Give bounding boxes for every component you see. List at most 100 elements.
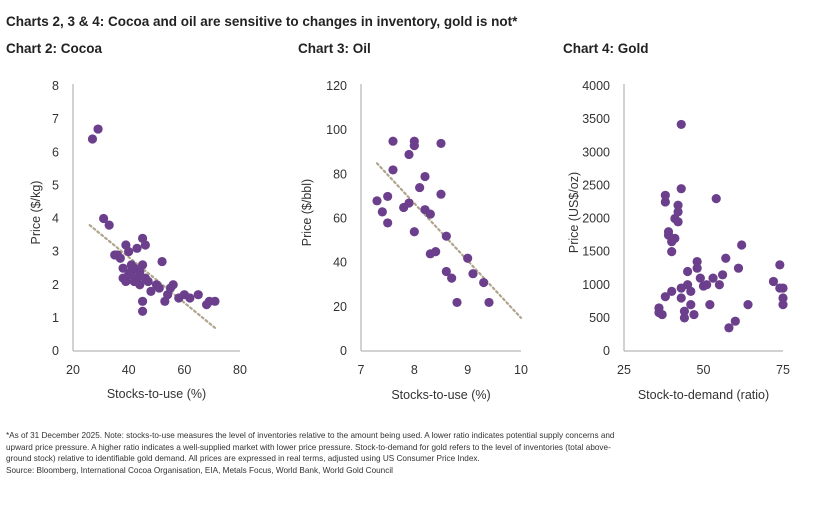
gold-data-point: [730, 316, 740, 326]
oil-data-point: [447, 273, 457, 283]
cocoa-data-point: [104, 220, 114, 230]
gold-y-tick-label: 0: [603, 344, 610, 358]
cocoa-data-point: [168, 280, 178, 290]
cocoa-data-point: [87, 134, 98, 144]
gold-data-point: [724, 323, 734, 333]
gold-data-point: [692, 256, 702, 267]
cocoa-data-point: [157, 256, 167, 267]
cocoa-data-point: [137, 260, 148, 270]
cocoa-x-tick-label: 20: [66, 363, 80, 377]
gold-y-tick-label: 1500: [582, 245, 610, 259]
oil-data-point: [415, 182, 425, 193]
gold-data-point: [692, 263, 702, 273]
cocoa-y-tick-label: 0: [52, 344, 59, 358]
gold-data-point: [667, 247, 677, 257]
chart-title-gold: Chart 4: Gold: [563, 41, 649, 56]
gold-data-point: [778, 293, 788, 303]
oil-data-point: [372, 196, 382, 206]
gold-data-point: [673, 200, 683, 210]
cocoa-y-tick-label: 8: [52, 79, 59, 93]
oil-data-point: [441, 231, 451, 241]
gold-x-tick-label: 75: [776, 363, 790, 377]
gold-data-point: [657, 309, 667, 320]
cocoa-data-point: [137, 296, 148, 306]
gold-data-point: [676, 184, 686, 194]
gold-data-point: [679, 306, 690, 316]
cocoa-trendline: [88, 224, 217, 329]
oil-data-point: [420, 171, 430, 182]
gold-data-point: [660, 190, 670, 200]
cocoa-y-tick-label: 3: [52, 245, 59, 259]
gold-data-point: [667, 286, 677, 296]
gold-data-point: [670, 233, 680, 243]
gold-data-point: [743, 300, 753, 310]
oil-data-point: [452, 297, 462, 308]
cocoa-data-point: [140, 240, 150, 250]
cocoa-data-point: [93, 124, 103, 134]
cocoa-x-axis-label: Stocks-to-use (%): [107, 387, 206, 401]
oil-x-tick-label: 10: [514, 363, 528, 377]
oil-data-point: [479, 277, 489, 288]
oil-x-tick-label: 8: [411, 363, 418, 377]
footnote: *As of 31 December 2025. Note: stocks-to…: [6, 430, 826, 476]
gold-data-point: [778, 283, 788, 293]
gold-data-point: [708, 273, 718, 283]
oil-y-axis-label: Price ($/bbl): [300, 179, 314, 246]
footnote-source: Source: Bloomberg, International Cocoa O…: [6, 465, 393, 475]
gold-data-point: [768, 276, 779, 287]
footnote-line: ground stock) relative to identifiable g…: [6, 454, 480, 463]
oil-data-point: [383, 218, 393, 228]
oil-data-point: [409, 227, 419, 237]
oil-data-point: [404, 149, 414, 160]
oil-y-tick-label: 60: [333, 212, 347, 226]
gold-y-tick-label: 2500: [582, 178, 610, 192]
cocoa-x-tick-label: 40: [122, 363, 136, 377]
oil-data-point: [436, 189, 446, 199]
cocoa-x-tick-label: 60: [177, 363, 191, 377]
oil-y-tick-label: 100: [326, 123, 347, 137]
gold-data-point: [660, 197, 670, 207]
cocoa-data-point: [193, 290, 203, 300]
gold-x-axis-label: Stock-to-demand (ratio): [638, 388, 769, 402]
oil-y-tick-label: 40: [333, 256, 347, 270]
cocoa-x-tick-label: 80: [233, 363, 247, 377]
gold-y-tick-label: 2000: [582, 212, 610, 226]
oil-data-point: [377, 207, 387, 217]
cocoa-data-point: [137, 306, 148, 316]
gold-data-point: [721, 253, 731, 263]
oil-y-tick-label: 120: [326, 79, 347, 93]
gold-data-point: [714, 280, 725, 290]
oil-data-point: [484, 297, 494, 308]
cocoa-y-tick-label: 6: [52, 145, 59, 159]
gold-data-point: [689, 309, 699, 320]
gold-data-point: [775, 260, 785, 270]
oil-y-tick-label: 0: [340, 344, 347, 358]
cocoa-y-tick-label: 5: [52, 178, 59, 192]
footnote-line: upward price pressure. A higher ratio in…: [6, 442, 611, 452]
chart-title-oil: Chart 3: Oil: [298, 41, 371, 56]
oil-data-point: [441, 266, 451, 277]
oil-data-point: [425, 209, 435, 219]
oil-data-point: [436, 138, 446, 149]
gold-data-point: [660, 292, 670, 302]
oil-x-axis-label: Stocks-to-use (%): [391, 388, 490, 402]
cocoa-data-point: [99, 213, 109, 224]
gold-data-point: [679, 313, 690, 323]
gold-y-tick-label: 3500: [582, 112, 610, 126]
oil-data-point: [468, 269, 478, 279]
oil-data-point: [404, 198, 414, 208]
oil-data-point: [409, 136, 419, 146]
cocoa-y-tick-label: 2: [52, 278, 59, 292]
oil-x-tick-label: 7: [358, 363, 365, 377]
oil-x-tick-label: 9: [464, 363, 471, 377]
cocoa-data-point: [124, 247, 134, 257]
gold-data-point: [673, 207, 683, 217]
oil-data-point: [463, 253, 473, 263]
cocoa-data-point: [143, 276, 153, 287]
oil-y-tick-label: 80: [333, 167, 347, 181]
cocoa-data-point: [118, 263, 128, 273]
cocoa-y-axis-label: Price ($/kg): [29, 181, 43, 245]
cocoa-y-tick-label: 7: [52, 112, 59, 126]
footnote-line: *As of 31 December 2025. Note: stocks-to…: [6, 431, 615, 440]
cocoa-data-point: [185, 293, 195, 303]
